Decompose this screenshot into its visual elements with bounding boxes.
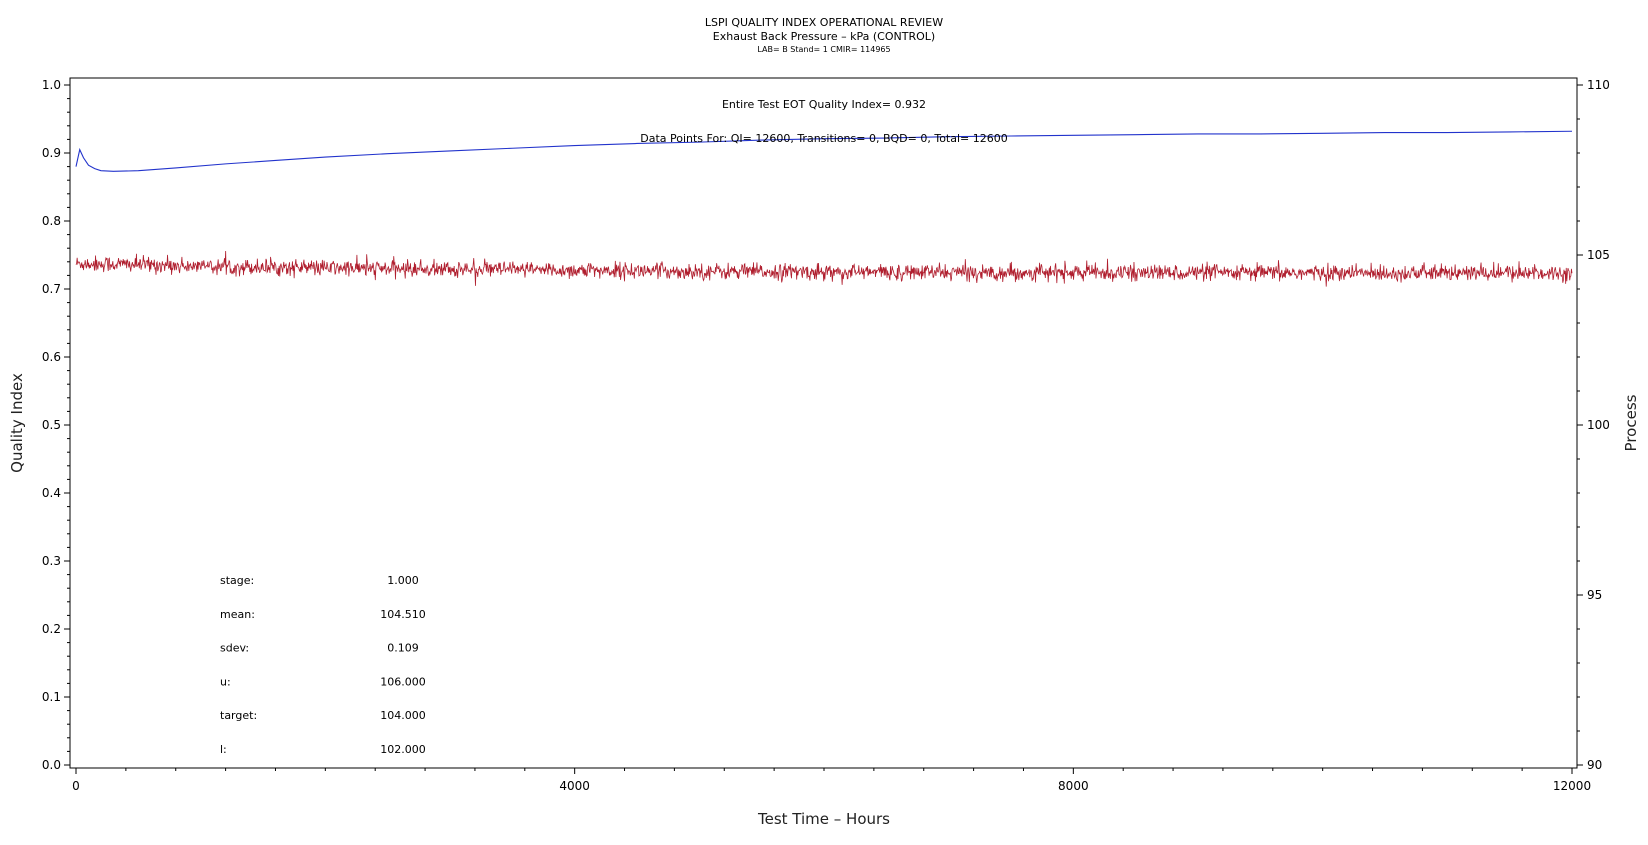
series-layer [75, 130, 1573, 287]
y-tick-label: 0.5 [42, 418, 61, 432]
stat-label: target: [220, 709, 257, 722]
y2-tick-label: 110 [1587, 78, 1610, 92]
y-tick-label: 0.2 [42, 622, 61, 636]
stat-value: 1.000 [387, 574, 419, 587]
stats-table: stage: 1.000 mean: 104.510 sdev: 0.109 u: 106.0… [220, 574, 426, 756]
y-tick-label: 0.7 [42, 282, 61, 296]
x-tick-label: 12000 [1553, 779, 1591, 793]
stat-label: l: [220, 743, 227, 756]
y-tick-label: 0.1 [42, 690, 61, 704]
x-axis: 0 4000 8000 12000 [72, 768, 1591, 793]
chart-title: LSPI QUALITY INDEX OPERATIONAL REVIEW [705, 16, 943, 29]
qi-annotation: Entire Test EOT Quality Index= 0.932 [722, 98, 926, 111]
y-tick-label: 0.6 [42, 350, 61, 364]
chart-subtitle-2: LAB= B Stand= 1 CMIR= 114965 [757, 45, 890, 54]
right-axis: 90 95 100 105 110 [1576, 78, 1610, 772]
stat-label: stage: [220, 574, 254, 587]
stat-label: sdev: [220, 642, 249, 655]
y2-tick-label: 105 [1587, 248, 1610, 262]
plot-frame [69, 77, 1578, 769]
data-points-annotation: Data Points For: QI= 12600, Transitions=… [640, 132, 1008, 145]
series-quality-index-line [75, 130, 1573, 172]
stat-value: 0.109 [387, 642, 419, 655]
y-axis-title: Quality Index [8, 373, 26, 473]
x-tick-label: 0 [72, 779, 80, 793]
y2-tick-label: 90 [1587, 758, 1602, 772]
y2-tick-label: 100 [1587, 418, 1610, 432]
stat-value: 102.000 [380, 743, 426, 756]
stat-value: 104.000 [380, 709, 426, 722]
y-tick-label: 0.8 [42, 214, 61, 228]
y-tick-label: 0.0 [42, 758, 61, 772]
chart-subtitle: Exhaust Back Pressure – kPa (CONTROL) [713, 30, 935, 43]
y2-tick-label: 95 [1587, 588, 1602, 602]
y-tick-label: 1.0 [42, 78, 61, 92]
stat-value: 106.000 [380, 675, 426, 688]
y2-axis-title: Process [1622, 394, 1640, 451]
y-tick-label: 0.3 [42, 554, 61, 568]
x-tick-label: 4000 [559, 779, 590, 793]
y-tick-label: 0.4 [42, 486, 61, 500]
stat-value: 104.510 [380, 608, 426, 621]
left-axis: 0.0 0.1 0.2 0.3 0.4 0.5 0.6 0.7 0.8 0.9 1.0 [42, 78, 71, 772]
x-axis-title: Test Time – Hours [757, 810, 890, 828]
stat-label: u: [220, 675, 231, 688]
series-process-line [75, 251, 1573, 287]
x-tick-label: 8000 [1058, 779, 1089, 793]
stat-label: mean: [220, 608, 255, 621]
y-tick-label: 0.9 [42, 146, 61, 160]
